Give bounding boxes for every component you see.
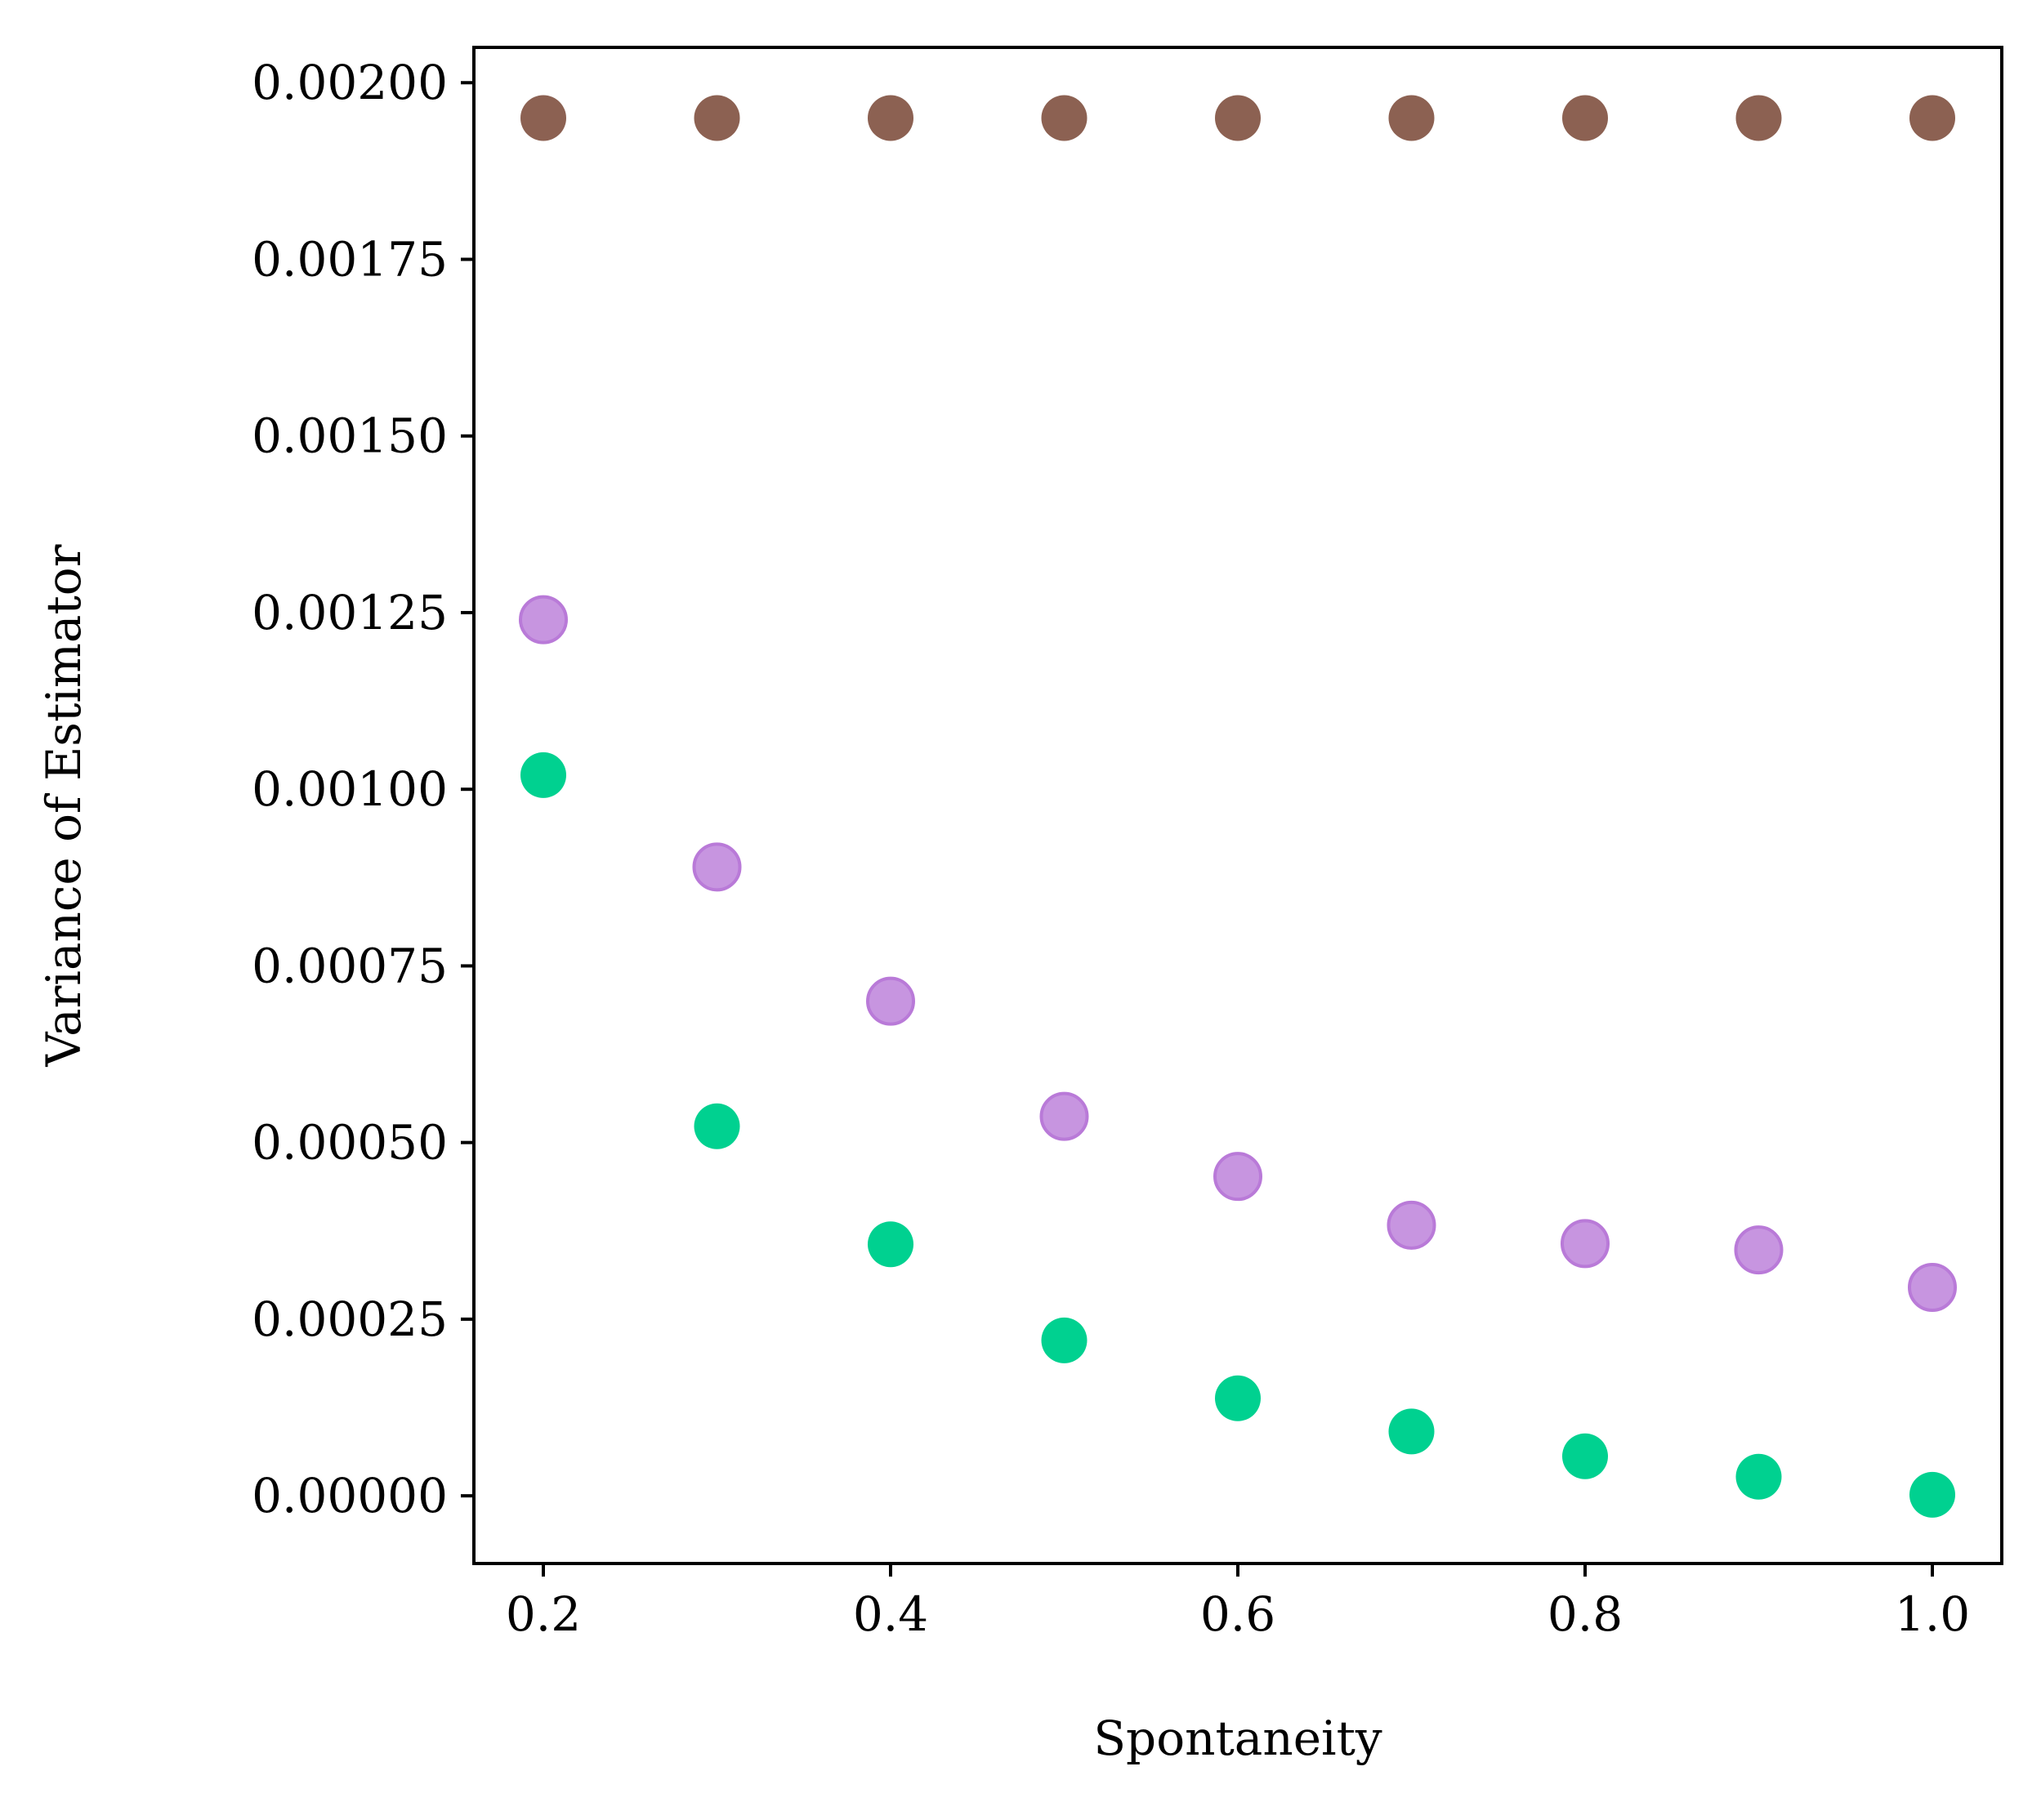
x-tick-label: 0.4 <box>853 1586 928 1642</box>
series-1 <box>519 595 1957 1312</box>
data-point <box>1041 1317 1087 1363</box>
y-axis-label: Variance of Estimator <box>36 544 92 1067</box>
data-point <box>692 842 742 892</box>
data-point <box>1388 95 1435 141</box>
data-point <box>694 95 740 141</box>
x-tick-label: 0.8 <box>1547 1586 1623 1642</box>
data-point <box>694 1103 740 1149</box>
x-axis: 0.2 0.4 0.6 0.8 1.0 <box>506 1564 1970 1642</box>
data-point <box>1561 1219 1610 1269</box>
data-point <box>519 595 568 645</box>
data-point <box>520 95 566 141</box>
data-point <box>1908 1262 1957 1312</box>
x-tick-label: 1.0 <box>1895 1586 1970 1642</box>
y-tick-label: 0.00000 <box>252 1468 448 1523</box>
y-tick-label: 0.00075 <box>252 938 448 993</box>
data-point <box>520 752 566 798</box>
data-point <box>868 1221 913 1268</box>
series-0 <box>520 95 1955 141</box>
x-tick-label: 0.2 <box>506 1586 581 1642</box>
y-tick-label: 0.00125 <box>252 585 448 640</box>
data-point <box>1909 1471 1955 1518</box>
data-point <box>1213 1152 1262 1202</box>
data-point <box>1215 1375 1261 1421</box>
data-point <box>1041 95 1087 141</box>
data-point <box>1562 95 1608 141</box>
data-point <box>866 976 915 1026</box>
data-point <box>1562 1433 1608 1479</box>
x-tick-label: 0.6 <box>1200 1586 1275 1642</box>
y-tick-label: 0.00200 <box>252 55 448 110</box>
x-axis-label: Spontaneity <box>1093 1711 1382 1766</box>
data-point <box>1909 95 1955 141</box>
plot-area <box>519 95 1957 1518</box>
y-tick-label: 0.00175 <box>252 231 448 287</box>
data-point <box>1387 1200 1436 1250</box>
y-tick-label: 0.00050 <box>252 1115 448 1171</box>
data-point <box>868 95 913 141</box>
data-point <box>1735 95 1782 141</box>
y-tick-label: 0.00025 <box>252 1291 448 1347</box>
y-tick-label: 0.00100 <box>252 761 448 817</box>
axes-frame <box>472 46 2003 1565</box>
data-point <box>1039 1091 1089 1141</box>
data-point <box>1735 1453 1782 1500</box>
data-point <box>1388 1408 1435 1455</box>
y-axis: 0.00000 0.00025 0.00050 0.00075 0.00100 0.001… <box>252 55 474 1523</box>
y-tick-label: 0.00150 <box>252 408 448 464</box>
series-2 <box>520 752 1955 1518</box>
data-point <box>1215 95 1261 141</box>
data-point <box>1734 1225 1784 1275</box>
